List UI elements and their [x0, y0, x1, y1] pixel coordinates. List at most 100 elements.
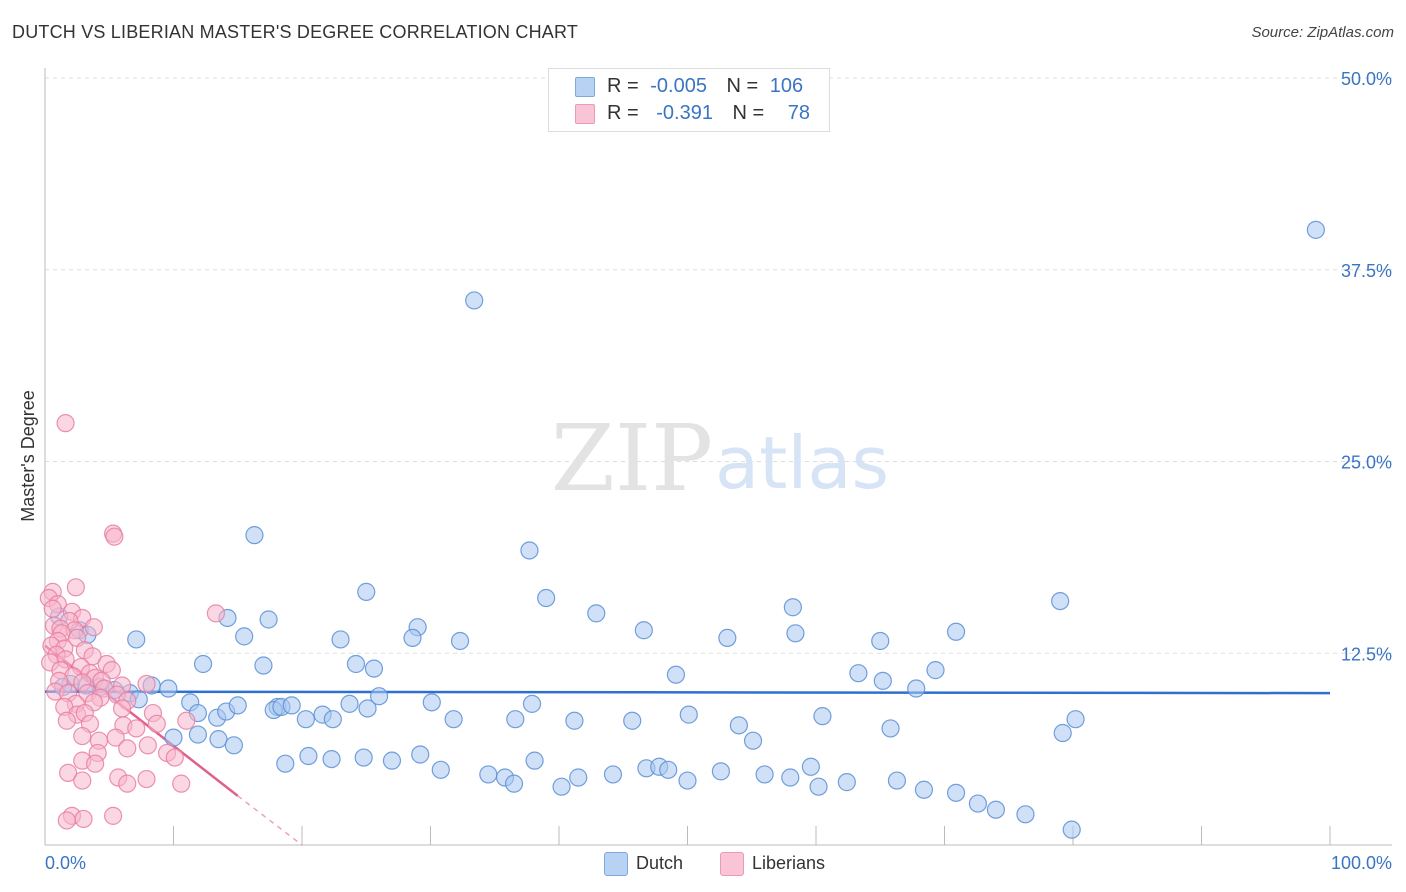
liberian-point [172, 774, 191, 793]
liberian-point [66, 578, 85, 597]
dutch-point [1051, 591, 1070, 611]
dutch-point [259, 610, 278, 629]
dutch-point [603, 765, 623, 784]
liberian-point [127, 719, 146, 738]
dutch-point [565, 711, 584, 730]
dutch-point [403, 628, 422, 648]
liberian-point [59, 763, 78, 783]
liberian-point [84, 618, 103, 637]
dutch-point [431, 760, 450, 779]
legend-liberians-swatch [720, 852, 744, 876]
legend-dutch-swatch [604, 852, 628, 876]
liberian-point [86, 754, 105, 773]
dutch-point [1053, 723, 1072, 743]
dutch-point [887, 771, 907, 790]
dutch-point [678, 771, 697, 790]
y-tick-label: 50.0% [1341, 69, 1392, 89]
liberian-point [43, 599, 62, 618]
dutch-point [296, 710, 315, 729]
dutch-point [520, 541, 539, 560]
liberian-point [206, 604, 226, 623]
dutch-point [228, 696, 247, 715]
dutch-point [569, 768, 588, 787]
dutch-point [370, 687, 389, 706]
x-tick-label-min: 0.0% [45, 853, 86, 873]
liberian-point [57, 811, 76, 830]
liberian-r-value: -0.391 [656, 102, 713, 124]
dutch-point [926, 661, 945, 680]
dutch-point [479, 765, 498, 784]
liberian-point [137, 674, 156, 694]
tick-labels: 12.5% 25.0% 37.5% 50.0% 0.0% 100.0% [45, 69, 1392, 873]
dutch-point [1306, 220, 1325, 239]
dutch-point [783, 598, 802, 617]
dutch-point [450, 631, 470, 651]
dutch-point [364, 659, 384, 678]
dutch-point [504, 774, 524, 793]
liberian-point [118, 774, 137, 793]
dutch-point [209, 730, 228, 749]
liberian-point [138, 736, 157, 755]
dutch-point [946, 622, 966, 641]
watermark-zip: ZIP [551, 405, 713, 512]
dutch-point [809, 777, 828, 796]
dutch-point [331, 630, 350, 649]
liberian-point [118, 739, 137, 758]
dutch-point [159, 679, 178, 698]
dutch-swatch [575, 77, 595, 97]
liberian-n-value: 78 [787, 102, 811, 124]
dutch-r-value: -0.005 [650, 75, 707, 97]
liberian-trend-extension [237, 795, 303, 846]
dutch-point [659, 760, 678, 779]
dutch-point [127, 630, 146, 649]
dutch-trend-line [44, 690, 1331, 695]
dutch-point [743, 731, 763, 750]
source-label: Source: ZipAtlas.com [1251, 24, 1394, 41]
dutch-point [322, 749, 341, 769]
dutch-point [282, 696, 301, 715]
data-points [39, 220, 1325, 839]
dutch-point [755, 765, 774, 784]
y-axis-label: Master's Degree [18, 390, 38, 521]
dutch-point [245, 526, 264, 545]
dutch-point [422, 693, 441, 712]
dutch-point [587, 604, 606, 623]
dutch-point [1062, 820, 1081, 839]
dutch-point [729, 716, 749, 735]
dutch-point [358, 699, 377, 718]
dutch-point [1066, 710, 1085, 729]
dutch-point [254, 656, 273, 675]
dutch-point [986, 800, 1006, 819]
dutch-point [711, 762, 731, 781]
dutch-point [537, 588, 556, 608]
dutch-point [522, 694, 542, 713]
dutch-point [873, 671, 892, 690]
dutch-point [525, 751, 544, 770]
y-tick-label: 25.0% [1341, 453, 1392, 473]
dutch-point [299, 746, 318, 766]
y-tick-label: 12.5% [1341, 644, 1392, 664]
dutch-point [837, 773, 856, 792]
dutch-point [164, 728, 183, 747]
dutch-point [968, 794, 988, 813]
dutch-point [357, 582, 376, 601]
dutch-point [411, 745, 430, 764]
liberian-point [165, 748, 184, 767]
dutch-point [188, 725, 208, 744]
liberian-point [57, 711, 76, 730]
dutch-point [871, 631, 890, 651]
watermark-atlas: atlas [715, 421, 889, 505]
liberian-point [104, 806, 123, 825]
legend-dutch-label: Dutch [636, 853, 684, 873]
liberian-point [56, 414, 75, 433]
dutch-point [224, 736, 243, 755]
dutch-point [907, 679, 926, 698]
dutch-point [354, 748, 373, 767]
liberian-point [73, 771, 92, 790]
dutch-point [276, 754, 295, 773]
dutch-point [382, 751, 402, 770]
dutch-point [465, 291, 484, 310]
liberian-point [137, 769, 156, 789]
dutch-point [801, 757, 820, 776]
